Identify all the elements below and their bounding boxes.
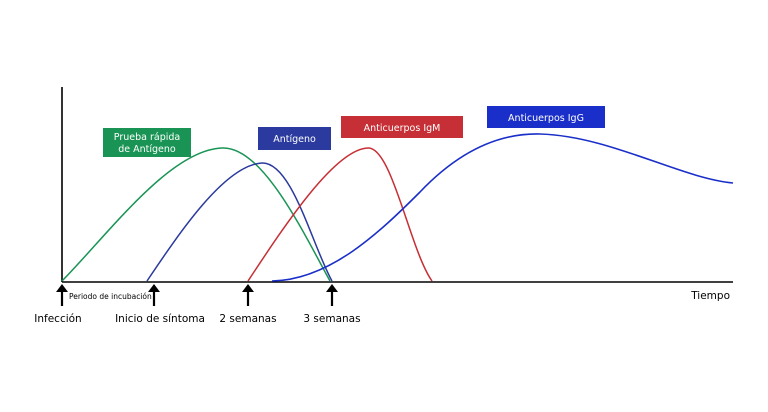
label-box-prueba-rapida: Prueba rápida de Antígeno bbox=[103, 128, 191, 157]
x-axis-label: Tiempo bbox=[690, 290, 730, 302]
label-anticuerpos-igm: Anticuerpos IgM bbox=[364, 123, 441, 134]
event-label-infeccion: Infección bbox=[34, 313, 81, 325]
event-label-2-semanas: 2 semanas bbox=[219, 313, 276, 325]
curve-anticuerpos-igg bbox=[271, 133, 734, 282]
label-box-anticuerpos-igg: Anticuerpos IgG bbox=[487, 106, 605, 128]
label-anticuerpos-igg: Anticuerpos IgG bbox=[508, 113, 584, 124]
label-antigeno: Antígeno bbox=[273, 134, 316, 145]
label-prueba-rapida-line2: de Antígeno bbox=[118, 144, 176, 155]
arrow-2-semanas bbox=[242, 284, 254, 306]
arrow-infeccion bbox=[56, 284, 68, 306]
arrow-3-semanas bbox=[326, 284, 338, 306]
label-box-antigeno: Antígeno bbox=[258, 127, 331, 150]
label-prueba-rapida-line1: Prueba rápida bbox=[114, 132, 180, 143]
event-label-inicio-sintoma: Inicio de síntoma bbox=[115, 313, 205, 325]
curve-anticuerpos-igm bbox=[247, 147, 433, 282]
event-label-3-semanas: 3 semanas bbox=[303, 313, 360, 325]
arrow-inicio-sintoma bbox=[148, 284, 160, 306]
label-box-anticuerpos-igm: Anticuerpos IgM bbox=[341, 116, 463, 138]
curve-antigeno bbox=[146, 162, 333, 282]
curve-prueba-rapida-antigeno bbox=[61, 147, 331, 282]
incubation-period-label: Periodo de incubación bbox=[69, 292, 152, 301]
